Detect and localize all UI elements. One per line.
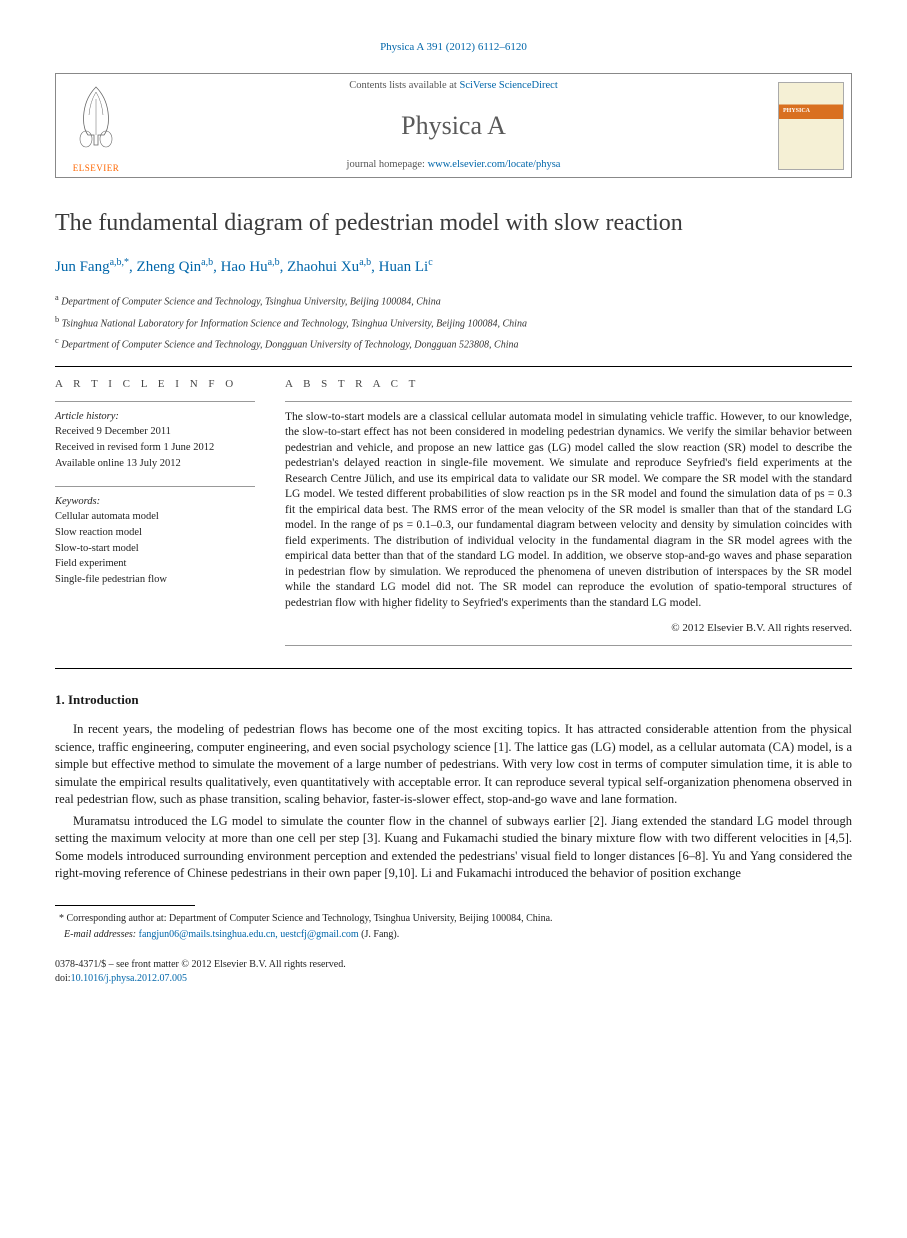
author-mark[interactable]: a,b: [359, 257, 371, 268]
affil-mark: c: [55, 336, 59, 345]
section-heading: 1. Introduction: [55, 691, 852, 709]
divider: [285, 401, 852, 402]
divider: [55, 668, 852, 669]
keyword: Cellular automata model: [55, 510, 255, 525]
homepage-line: journal homepage: www.elsevier.com/locat…: [146, 158, 761, 173]
affil-text: Department of Computer Science and Techn…: [61, 339, 518, 350]
journal-title: Physica A: [146, 108, 761, 144]
body-paragraph: Muramatsu introduced the LG model to sim…: [55, 813, 852, 883]
author-name[interactable]: Jun Fang: [55, 259, 110, 275]
author-name[interactable]: Hao Hu: [221, 259, 268, 275]
keyword: Field experiment: [55, 557, 255, 572]
author-name[interactable]: Huan Li: [379, 259, 429, 275]
corr-mark: *: [59, 913, 64, 924]
affiliation: b Tsinghua National Laboratory for Infor…: [55, 314, 852, 331]
abstract-text: The slow-to-start models are a classical…: [285, 410, 852, 612]
author-mark[interactable]: c: [428, 257, 432, 268]
corresponding-author-note: * Corresponding author at: Department of…: [55, 912, 852, 926]
contents-prefix: Contents lists available at: [349, 80, 459, 91]
divider: [55, 401, 255, 402]
article-info-label: A R T I C L E I N F O: [55, 377, 255, 392]
abstract-label: A B S T R A C T: [285, 377, 852, 392]
keywords-block: Keywords: Cellular automata model Slow r…: [55, 495, 255, 588]
author-mark[interactable]: a,b: [268, 257, 280, 268]
article-info-column: A R T I C L E I N F O Article history: R…: [55, 377, 255, 653]
history-item: Available online 13 July 2012: [55, 457, 255, 472]
email-note: E-mail addresses: fangjun06@mails.tsingh…: [55, 928, 852, 942]
affiliation: c Department of Computer Science and Tec…: [55, 335, 852, 352]
article-title: The fundamental diagram of pedestrian mo…: [55, 208, 852, 238]
homepage-link[interactable]: www.elsevier.com/locate/physa: [428, 159, 561, 170]
keyword: Slow reaction model: [55, 526, 255, 541]
doi-label: doi:: [55, 973, 71, 984]
publisher-logo-cell: ELSEVIER: [56, 74, 136, 177]
header-center: Contents lists available at SciVerse Sci…: [136, 74, 771, 177]
author-name[interactable]: Zheng Qin: [137, 259, 202, 275]
abstract-copyright: © 2012 Elsevier B.V. All rights reserved…: [285, 621, 852, 636]
issn-line: 0378-4371/$ – see front matter © 2012 El…: [55, 958, 852, 972]
homepage-prefix: journal homepage:: [347, 159, 428, 170]
affil-text: Department of Computer Science and Techn…: [61, 297, 441, 308]
author-mark[interactable]: a,b: [201, 257, 213, 268]
contents-line: Contents lists available at SciVerse Sci…: [146, 79, 761, 94]
author-list: Jun Fanga,b,*, Zheng Qina,b, Hao Hua,b, …: [55, 256, 852, 278]
author-mark[interactable]: a,b,*: [110, 257, 129, 268]
affiliation: a Department of Computer Science and Tec…: [55, 292, 852, 309]
info-abstract-row: A R T I C L E I N F O Article history: R…: [55, 377, 852, 653]
corr-text: Corresponding author at: Department of C…: [67, 913, 553, 924]
history-label: Article history:: [55, 410, 255, 425]
history-item: Received in revised form 1 June 2012: [55, 441, 255, 456]
doi-link[interactable]: 10.1016/j.physa.2012.07.005: [71, 973, 187, 984]
history-item: Received 9 December 2011: [55, 425, 255, 440]
article-history: Article history: Received 9 December 201…: [55, 410, 255, 472]
footnote-divider: [55, 905, 195, 906]
keywords-label: Keywords:: [55, 495, 255, 510]
elsevier-tree-icon: [66, 77, 126, 157]
author-name[interactable]: Zhaohui Xu: [287, 259, 359, 275]
cover-cell: [771, 74, 851, 177]
email-author: (J. Fang).: [361, 929, 399, 940]
abstract-column: A B S T R A C T The slow-to-start models…: [285, 377, 852, 653]
journal-cover-thumbnail[interactable]: [778, 82, 844, 170]
author-email[interactable]: fangjun06@mails.tsinghua.edu.cn, uestcfj…: [139, 929, 359, 940]
doi-line: doi:10.1016/j.physa.2012.07.005: [55, 972, 852, 986]
elsevier-logo: ELSEVIER: [66, 77, 126, 175]
footer: 0378-4371/$ – see front matter © 2012 El…: [55, 958, 852, 986]
body-paragraph: In recent years, the modeling of pedestr…: [55, 721, 852, 809]
divider: [285, 645, 852, 646]
header-box: ELSEVIER Contents lists available at Sci…: [55, 73, 852, 178]
journal-reference: Physica A 391 (2012) 6112–6120: [55, 40, 852, 55]
divider: [55, 366, 852, 367]
keyword: Slow-to-start model: [55, 542, 255, 557]
journal-ref-link[interactable]: Physica A 391 (2012) 6112–6120: [380, 41, 527, 53]
sciencedirect-link[interactable]: SciVerse ScienceDirect: [459, 80, 557, 91]
divider: [55, 486, 255, 487]
affil-text: Tsinghua National Laboratory for Informa…: [62, 318, 527, 329]
affil-mark: b: [55, 315, 59, 324]
email-label: E-mail addresses:: [64, 929, 136, 940]
keyword: Single-file pedestrian flow: [55, 573, 255, 588]
affil-mark: a: [55, 293, 59, 302]
publisher-label: ELSEVIER: [66, 162, 126, 175]
